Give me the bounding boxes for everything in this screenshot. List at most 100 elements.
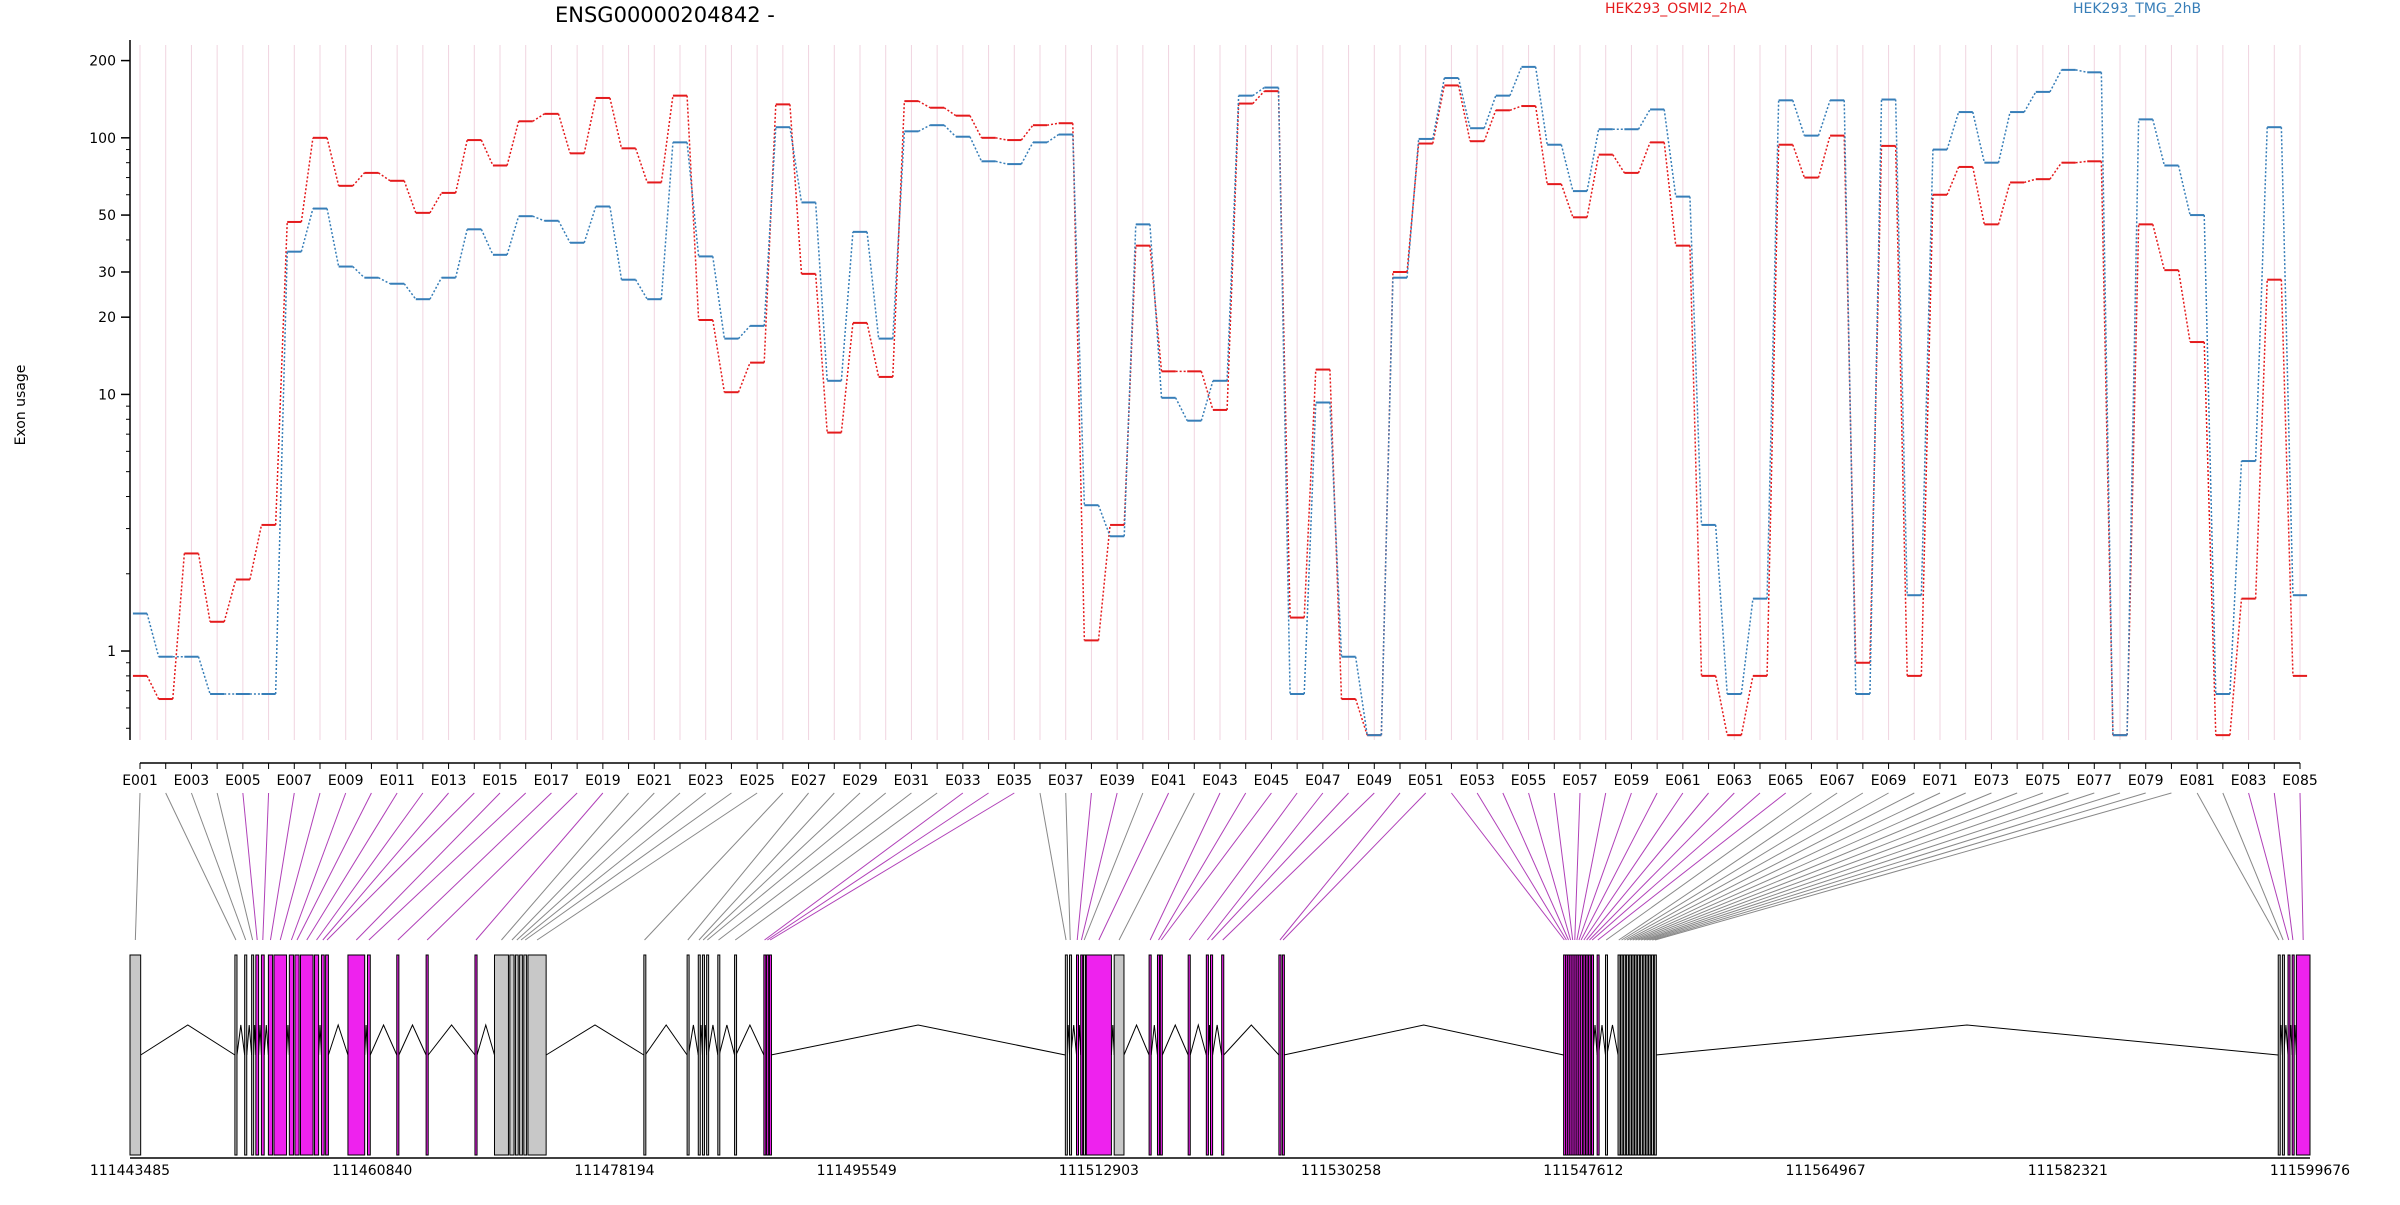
intron-line xyxy=(1283,1024,1564,1056)
series-connector xyxy=(1509,105,1522,112)
exon-connector xyxy=(2248,792,2290,941)
series-connector xyxy=(480,228,494,256)
exon-box xyxy=(1278,954,1282,1156)
series-connector xyxy=(1560,144,1574,192)
series-connector xyxy=(1920,149,1934,596)
exon-box xyxy=(493,954,509,1156)
series-connector xyxy=(892,101,906,377)
exon-box xyxy=(1634,954,1638,1156)
exon-connector xyxy=(1638,792,2018,941)
exon-connector xyxy=(1621,792,1864,941)
series-connector xyxy=(660,95,674,183)
intron-line xyxy=(688,1024,699,1056)
x-tick-label: E067 xyxy=(1819,773,1855,789)
exon-connector xyxy=(269,792,295,941)
exon-box xyxy=(1113,954,1125,1156)
intron-line xyxy=(476,1023,495,1056)
exon-box xyxy=(1064,954,1068,1156)
series-connector xyxy=(1817,100,1831,136)
series-layer xyxy=(132,65,2308,737)
exon-connector xyxy=(1282,792,1427,941)
exon-connector xyxy=(1626,792,1915,941)
exon-box xyxy=(288,954,295,1156)
x-tick-label: E049 xyxy=(1356,773,1392,789)
exon-connector xyxy=(1624,792,1889,941)
series-connector xyxy=(274,221,288,525)
intron-line xyxy=(263,1024,269,1056)
exon-box xyxy=(294,954,300,1156)
series-connector xyxy=(1817,135,1831,178)
coord-tick-label: 111599676 xyxy=(2270,1163,2350,1179)
y-tick-label: 20 xyxy=(98,310,116,326)
x-tick-label: E015 xyxy=(482,773,518,789)
genomic-coordinate-axis: 111443485 111460840 111478194 111495549 1115… xyxy=(90,1157,2350,1179)
exon-box xyxy=(347,954,366,1156)
series-connector xyxy=(1406,143,1420,273)
x-tick-label: E055 xyxy=(1511,773,1547,789)
x-tick-label: E025 xyxy=(739,773,775,789)
intron-line xyxy=(718,1024,736,1056)
exon-connector xyxy=(1206,792,1324,941)
exon-box xyxy=(1631,954,1635,1156)
exon-connector xyxy=(1160,792,1272,941)
series-connector xyxy=(1792,144,1806,178)
exon-box xyxy=(1642,954,1646,1156)
series-connector xyxy=(943,107,957,117)
coord-tick-label: 111582321 xyxy=(2028,1163,2108,1179)
exon-connector xyxy=(2196,792,2280,941)
exon-connector xyxy=(2273,792,2294,941)
series-connector xyxy=(1946,111,1960,150)
series-connector xyxy=(2100,72,2114,736)
exon-box xyxy=(267,954,274,1156)
exon-connector xyxy=(1553,792,1574,941)
series-connector xyxy=(532,215,545,222)
exon-connector xyxy=(1578,792,1632,941)
exon-box xyxy=(1620,954,1624,1156)
exon-connector xyxy=(290,792,347,941)
exon-box xyxy=(1617,954,1621,1156)
coord-tick-label: 111495549 xyxy=(817,1163,897,1179)
series-connector xyxy=(326,137,340,187)
series-connector xyxy=(1714,524,1728,695)
x-tick-label: E009 xyxy=(328,773,364,789)
exon-box xyxy=(366,954,371,1156)
series-connector xyxy=(1483,95,1497,129)
exon-box xyxy=(717,954,721,1156)
x-tick-label: E075 xyxy=(2025,773,2061,789)
exon-box xyxy=(1653,954,1657,1156)
exon-connector xyxy=(368,792,527,941)
series-connector xyxy=(429,277,443,300)
exon-box xyxy=(1645,954,1649,1156)
intron-line xyxy=(327,1023,349,1056)
exon-connector xyxy=(1654,792,2172,941)
x-tick-label: E013 xyxy=(431,773,467,789)
exon-box xyxy=(1639,954,1643,1156)
series-connector xyxy=(506,215,520,256)
exon-box xyxy=(768,954,772,1156)
series-connector xyxy=(2075,69,2088,74)
exon-box xyxy=(1588,954,1592,1156)
exon-connector xyxy=(242,792,258,941)
exon-connector xyxy=(1574,792,1581,941)
x-tick-label: E005 xyxy=(225,773,261,789)
series-connector xyxy=(146,675,160,700)
intron-line xyxy=(735,1023,765,1056)
exon-connector xyxy=(1451,792,1565,941)
exon-connector xyxy=(1502,792,1569,941)
x-tick-label: E061 xyxy=(1665,773,1701,789)
x-tick-label: E011 xyxy=(379,773,415,789)
exon-box xyxy=(1187,954,1191,1156)
exon-box xyxy=(766,954,770,1156)
series-connector xyxy=(1637,142,1651,174)
series-connector xyxy=(1046,133,1060,143)
series-connector xyxy=(378,277,391,285)
series-connector xyxy=(609,97,623,149)
series-connector xyxy=(274,251,288,695)
y-tick-label: 30 xyxy=(98,265,116,281)
exon-box xyxy=(313,954,320,1156)
exon-connector xyxy=(1605,792,1812,941)
exon-box xyxy=(255,954,260,1156)
gene-model xyxy=(129,954,2311,1156)
x-tick-label: E019 xyxy=(585,773,621,789)
exon-connector xyxy=(1098,792,1170,941)
